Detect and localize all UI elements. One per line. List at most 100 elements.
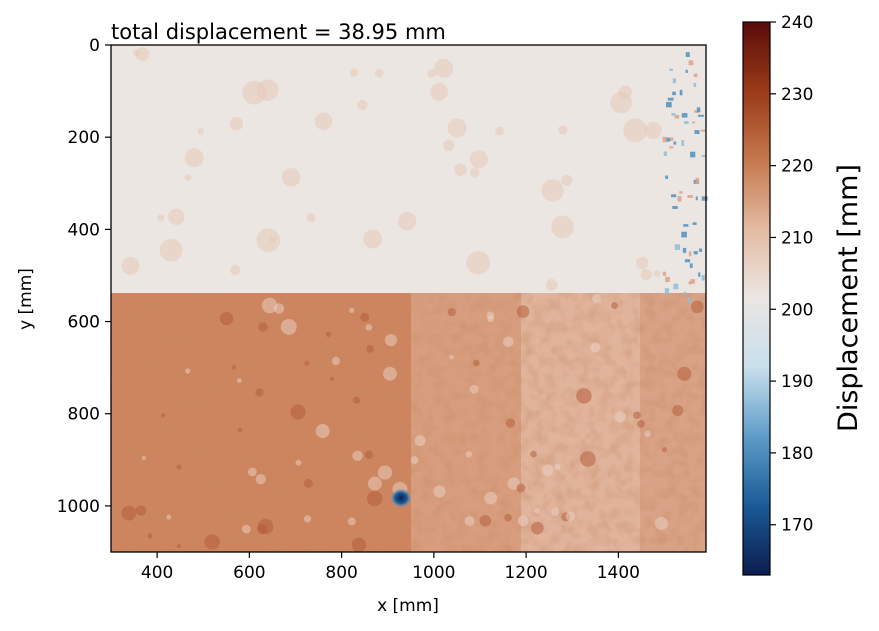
texture-blotch bbox=[176, 544, 182, 549]
x-tick-label: 800 bbox=[325, 563, 357, 583]
edge-noise-pixel bbox=[687, 195, 694, 198]
edge-noise-pixel bbox=[662, 271, 666, 276]
texture-blotch bbox=[466, 250, 491, 275]
edge-noise-pixel bbox=[693, 73, 698, 78]
texture-blotch bbox=[242, 80, 267, 105]
edge-noise-pixel bbox=[673, 283, 679, 290]
y-tick-label: 400 bbox=[68, 220, 100, 240]
edge-noise-pixel bbox=[685, 69, 688, 73]
texture-blotch bbox=[325, 331, 332, 337]
y-tick-label: 1000 bbox=[57, 497, 100, 517]
texture-blotch bbox=[241, 524, 251, 534]
edge-noise-pixel bbox=[698, 272, 701, 277]
texture-blotch bbox=[397, 212, 417, 231]
texture-blotch bbox=[141, 455, 146, 461]
edge-noise-pixel bbox=[681, 113, 688, 118]
edge-noise-pixel bbox=[699, 248, 703, 252]
edge-noise-pixel bbox=[688, 281, 692, 285]
texture-blotch bbox=[168, 208, 185, 226]
texture-blotch bbox=[256, 228, 281, 253]
texture-blotch bbox=[161, 413, 166, 418]
texture-blotch bbox=[349, 68, 359, 77]
colorbar: 240 230 220 210 200 190 180 170 Displacement [m… bbox=[742, 13, 864, 576]
y-axis-label: y [mm] bbox=[16, 268, 36, 330]
texture-blotch bbox=[281, 167, 301, 187]
colorbar-tick-label: 180 bbox=[781, 444, 813, 464]
texture-blotch bbox=[469, 384, 479, 394]
y-tick-label: 800 bbox=[68, 405, 100, 425]
texture-blotch bbox=[592, 294, 601, 303]
texture-blotch bbox=[306, 213, 316, 223]
texture-blotch bbox=[580, 451, 596, 467]
texture-blotch bbox=[363, 229, 383, 249]
texture-blotch bbox=[147, 533, 153, 539]
edge-noise-pixel bbox=[665, 276, 670, 282]
texture-blotch bbox=[303, 478, 313, 488]
texture-blotch bbox=[377, 465, 393, 480]
edge-noise-pixel bbox=[688, 60, 694, 66]
low-displacement-spot bbox=[391, 489, 411, 507]
texture-blotch bbox=[551, 507, 560, 516]
edge-noise-pixel bbox=[683, 291, 687, 296]
texture-blotch bbox=[558, 125, 568, 135]
texture-blotch bbox=[672, 404, 684, 417]
texture-blotch bbox=[303, 515, 312, 523]
texture-blotch bbox=[614, 411, 626, 423]
edge-noise-pixel bbox=[701, 155, 706, 158]
texture-blotch bbox=[410, 456, 419, 465]
texture-blotch bbox=[516, 483, 526, 493]
x-tick-label: 1200 bbox=[504, 563, 547, 583]
texture-blotch bbox=[653, 269, 661, 277]
texture-blotch bbox=[384, 334, 398, 347]
edge-noise-pixel bbox=[693, 82, 697, 87]
edge-noise-pixel bbox=[679, 89, 683, 96]
edge-noise-pixel bbox=[696, 107, 701, 113]
texture-blotch bbox=[516, 305, 530, 318]
texture-blotch bbox=[554, 463, 561, 470]
edge-noise-pixel bbox=[688, 251, 692, 257]
texture-blotch bbox=[654, 516, 669, 530]
edge-noise-pixel bbox=[690, 279, 695, 284]
texture-blotch bbox=[314, 112, 333, 131]
texture-blotch bbox=[219, 311, 234, 326]
texture-blotch bbox=[269, 236, 277, 244]
edge-noise-pixel bbox=[672, 205, 678, 209]
texture-blotch bbox=[236, 378, 242, 383]
y-tick-label: 600 bbox=[68, 313, 100, 333]
texture-blotch bbox=[430, 82, 449, 101]
colorbar-tick-label: 190 bbox=[781, 372, 813, 392]
edge-noise-pixel bbox=[682, 247, 687, 253]
x-axis-label: x [mm] bbox=[377, 596, 439, 616]
speckle-texture bbox=[111, 293, 706, 552]
texture-blotch bbox=[364, 450, 374, 460]
edge-noise-pixel bbox=[663, 151, 667, 156]
texture-blotch bbox=[661, 447, 667, 453]
texture-blotch bbox=[255, 473, 266, 485]
texture-blotch bbox=[640, 268, 653, 281]
edge-noise-pixel bbox=[673, 141, 677, 145]
texture-blotch bbox=[257, 518, 274, 535]
edge-noise-pixel bbox=[665, 175, 669, 179]
edge-noise-pixel bbox=[687, 297, 691, 304]
edge-noise-pixel bbox=[701, 275, 705, 281]
x-tick-label: 600 bbox=[233, 563, 265, 583]
plot-frame bbox=[110, 44, 707, 553]
edge-noise-pixel bbox=[694, 110, 699, 113]
texture-blotch bbox=[331, 356, 341, 366]
texture-blotch bbox=[204, 534, 220, 550]
y-tick-label: 0 bbox=[89, 36, 100, 56]
edge-noise-pixel bbox=[662, 136, 668, 143]
texture-blotch bbox=[644, 121, 662, 140]
texture-blotch bbox=[351, 537, 367, 553]
edge-noise-pixel bbox=[672, 78, 677, 84]
texture-blotch bbox=[504, 513, 512, 522]
edge-noise-pixel bbox=[681, 140, 685, 147]
texture-blotch bbox=[610, 91, 633, 114]
texture-blotch bbox=[197, 128, 205, 135]
edge-noise-pixel bbox=[674, 115, 680, 119]
edge-noise-pixel bbox=[665, 101, 672, 108]
texture-blotch bbox=[349, 307, 355, 314]
texture-blotch bbox=[465, 451, 473, 458]
texture-blotch bbox=[479, 514, 492, 527]
texture-blotch bbox=[237, 427, 243, 433]
